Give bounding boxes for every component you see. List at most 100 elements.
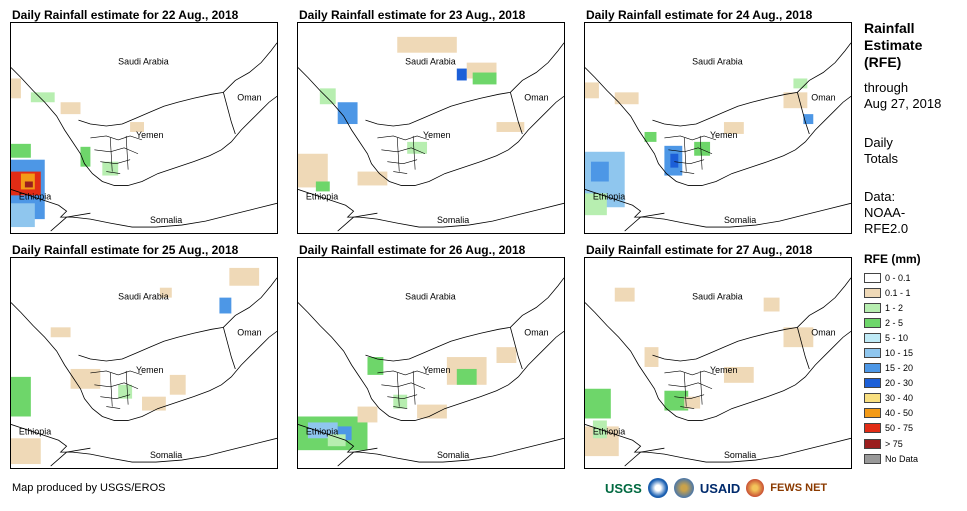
legend-label: 50 - 75: [885, 423, 914, 434]
panel-title: Daily Rainfall estimate for 23 Aug., 201…: [299, 8, 526, 22]
rainfall-patch: [11, 203, 35, 228]
legend-label: No Data: [885, 453, 919, 464]
label-oman: Oman: [524, 327, 548, 337]
border-saudi-yemen: [78, 326, 224, 362]
map-svg: Saudi Arabia Oman Yemen Ethiopia Somalia: [585, 42, 851, 232]
label-saudi-arabia: Saudi Arabia: [118, 292, 169, 302]
legend-list: 0 - 0.1 0.1 - 1 1 - 2 2 - 5 5 - 10 10 - 15 15 …: [864, 270, 918, 466]
border-saudi-yemen: [78, 91, 224, 127]
border-ethiopia-somalia: [50, 212, 91, 232]
border-ethiopia-somalia: [50, 447, 91, 467]
rainfall-patch: [723, 122, 744, 134]
label-somalia: Somalia: [437, 215, 469, 225]
legend-label: > 75: [885, 438, 903, 449]
border-ethiopia-somalia: [337, 212, 378, 232]
legend-label: 0 - 0.1: [885, 272, 911, 283]
coastline-africa: [298, 189, 564, 228]
district-borders: [377, 135, 430, 174]
panel-title: Daily Rainfall estimate for 25 Aug., 201…: [12, 243, 239, 257]
rainfall-patch: [118, 384, 133, 399]
rainfall-patch: [496, 347, 517, 363]
border-saudi-oman: [510, 277, 564, 328]
rainfall-patch: [793, 78, 808, 89]
rainfall-patch: [24, 181, 33, 188]
label-somalia: Somalia: [150, 215, 182, 225]
legend-label: 2 - 5: [885, 317, 904, 328]
label-ethiopia: Ethiopia: [19, 426, 51, 436]
map-svg: Saudi Arabia Oman Yemen Ethiopia Somalia: [298, 277, 564, 467]
rainfall-patch: [585, 388, 611, 419]
rainfall-patch: [319, 88, 336, 105]
rainfall-patch: [11, 78, 21, 99]
map-svg: Saudi Arabia Oman Yemen Ethiopia Somalia: [11, 267, 277, 467]
label-yemen: Yemen: [710, 365, 737, 375]
rainfall-map: Saudi Arabia Oman Yemen Ethiopia Somalia: [10, 257, 278, 469]
rainfall-patch: [456, 68, 467, 81]
rainfall-patch: [585, 193, 607, 216]
coastline-africa: [11, 189, 277, 228]
legend-swatch: [864, 408, 881, 419]
rainfall-patch: [315, 181, 330, 192]
rainfall-map: Saudi Arabia Oman Yemen Ethiopia Somalia: [584, 22, 852, 234]
rainfall-patch: [367, 357, 384, 375]
legend-item: 2 - 5: [864, 315, 918, 330]
legend-swatch: [864, 438, 881, 449]
border-saudi-oman: [510, 42, 564, 93]
label-oman: Oman: [524, 92, 548, 102]
rainfall-patch: [664, 390, 689, 411]
rainfall-patch: [357, 406, 378, 423]
coastline-africa: [585, 424, 851, 463]
coastline: [585, 67, 851, 186]
rainfall-patch: [337, 102, 358, 125]
legend-label: 5 - 10: [885, 332, 909, 343]
legend-item: 5 - 10: [864, 330, 918, 345]
rainfall-patch: [590, 161, 609, 182]
rainfall-map: Saudi Arabia Oman Yemen Ethiopia Somalia: [10, 22, 278, 234]
legend-swatch: [864, 332, 881, 343]
logo-strip: USGS USAID FEWS NET: [605, 478, 827, 498]
label-saudi-arabia: Saudi Arabia: [118, 57, 169, 67]
legend-item: 0.1 - 1: [864, 285, 918, 300]
legend-item: 10 - 15: [864, 345, 918, 360]
rainfall-patch: [130, 122, 144, 132]
district-borders: [90, 370, 143, 409]
label-somalia: Somalia: [150, 450, 182, 460]
legend-swatch: [864, 393, 881, 404]
legend-item: No Data: [864, 451, 918, 466]
fews-seal-icon: [746, 479, 765, 497]
rainfall-patch: [456, 368, 477, 385]
rainfall-patch: [307, 422, 338, 439]
legend-label: 20 - 30: [885, 378, 914, 389]
doi-seal-icon: [673, 478, 694, 498]
legend-label: 10 - 15: [885, 348, 914, 359]
border-oman-yemen: [797, 92, 810, 135]
fews-net-logo: FEWS NET: [770, 482, 828, 494]
label-yemen: Yemen: [136, 130, 163, 140]
coastline: [11, 302, 277, 421]
rainfall-patch: [723, 366, 754, 383]
legend-data-source: NOAA-: [864, 205, 906, 220]
panel-title: Daily Rainfall estimate for 22 Aug., 201…: [12, 8, 239, 22]
rainfall-patch: [417, 404, 447, 419]
rainfall-patch: [496, 122, 525, 132]
rainfall-patch: [803, 114, 814, 125]
district-borders: [664, 135, 717, 174]
rainfall-patch: [327, 434, 346, 447]
border-saudi-oman: [797, 42, 851, 93]
label-yemen: Yemen: [136, 365, 163, 375]
border-saudi-oman: [797, 277, 851, 328]
legend-swatch: [864, 287, 881, 298]
rainfall-patch: [229, 267, 260, 286]
legend-swatch: [864, 423, 881, 434]
legend-item: 15 - 20: [864, 361, 918, 376]
usaid-logo: USAID: [699, 480, 741, 496]
legend-label: 0.1 - 1: [885, 287, 911, 298]
rainfall-patch: [219, 297, 232, 314]
legend-label: 40 - 50: [885, 408, 914, 419]
rainfall-patch: [50, 327, 71, 338]
rainfall-map: Saudi Arabia Oman Yemen Ethiopia Somalia: [297, 257, 565, 469]
rainfall-patch: [614, 92, 639, 105]
legend-item: 40 - 50: [864, 406, 918, 421]
rainfall-patch: [393, 394, 408, 409]
label-somalia: Somalia: [437, 450, 469, 460]
